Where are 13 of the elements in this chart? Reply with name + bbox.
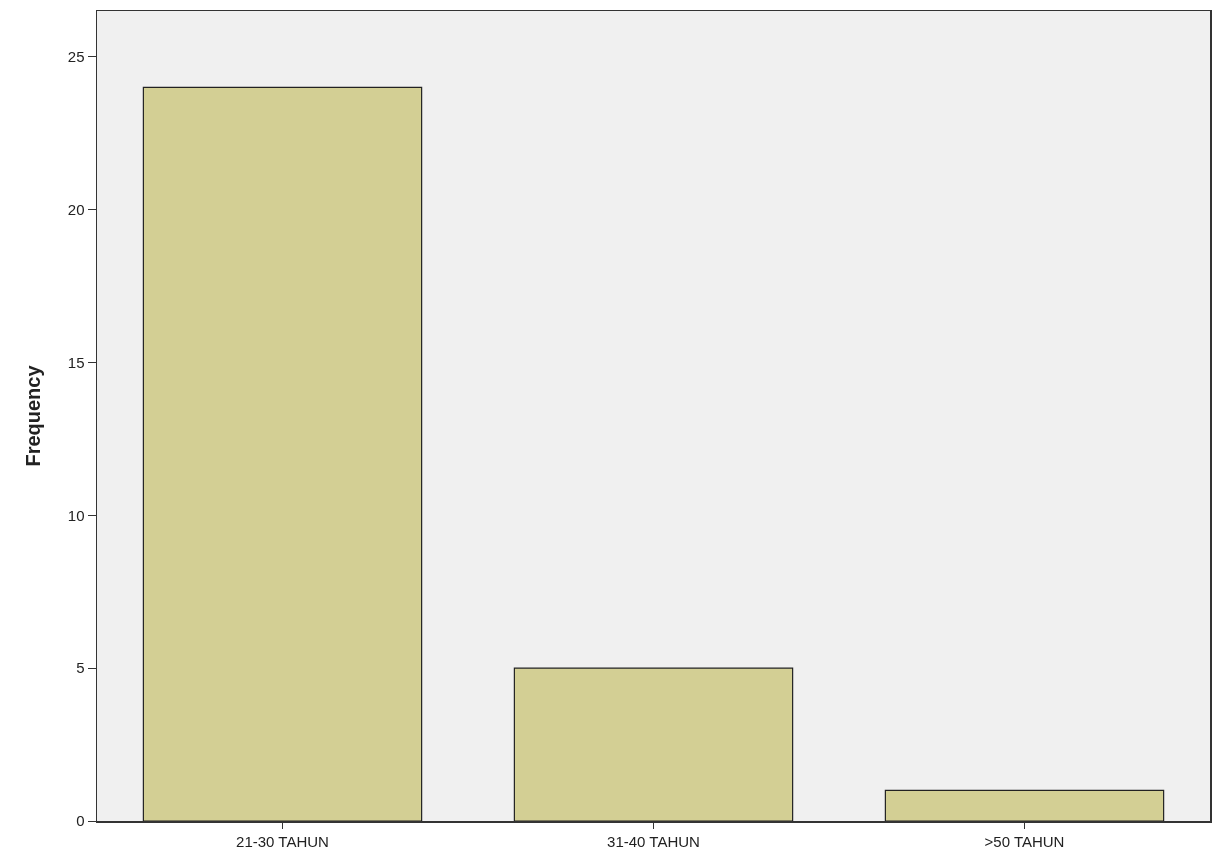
- y-tick-label: 20: [67, 200, 85, 218]
- y-tick-label: 10: [67, 506, 85, 524]
- x-tick-label: 31-40 TAHUN: [607, 832, 700, 850]
- bar: [142, 86, 423, 821]
- bar: [884, 789, 1165, 821]
- y-tick-label: 5: [76, 659, 85, 677]
- y-tick-label: 25: [67, 48, 85, 66]
- y-tick-label: 15: [67, 353, 85, 371]
- bar: [513, 667, 794, 821]
- y-tick-label: 0: [76, 812, 85, 830]
- x-tick-label: 21-30 TAHUN: [236, 832, 329, 850]
- y-axis-title: Frequency: [21, 364, 44, 467]
- x-tick-label: >50 TAHUN: [984, 832, 1065, 850]
